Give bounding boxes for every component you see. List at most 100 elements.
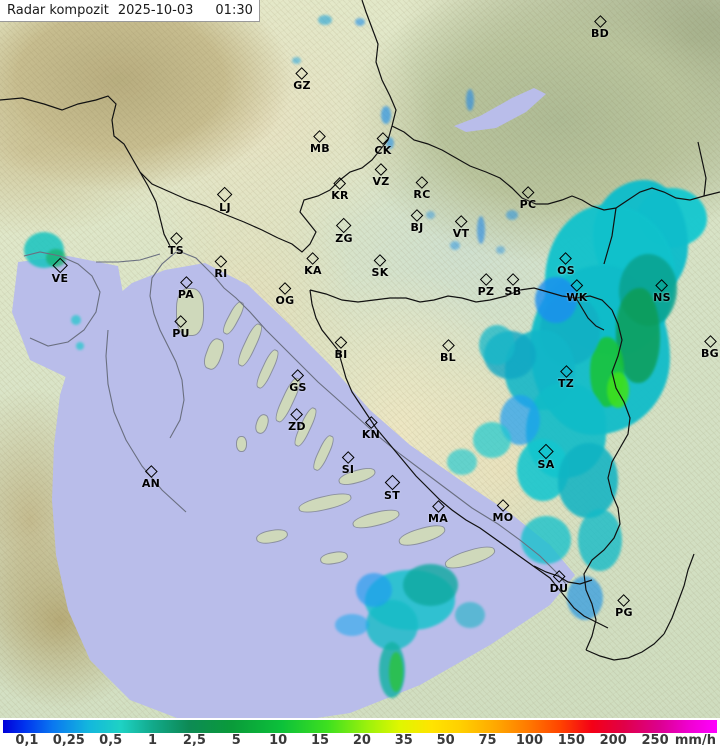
city-label: KR (331, 189, 349, 202)
color-scale-gradient-bar (3, 720, 717, 733)
legend-tick: 75 (478, 733, 497, 748)
diamond-icon (454, 215, 468, 228)
color-scale-legend: 0,1 0,25 0,5 1 2,5 5 10 15 20 35 50 75 100 150 200 250 … (0, 718, 720, 751)
city-marker-pa: PA (177, 276, 195, 301)
city-label: MO (492, 511, 514, 524)
diamond-icon (144, 465, 158, 478)
diamond-icon (479, 273, 493, 286)
precipitation-echo (46, 249, 66, 267)
city-marker-bl: BL (440, 339, 456, 363)
precipitation-echo (495, 246, 505, 254)
city-marker-rc: RC (413, 176, 430, 200)
city-label: SI (341, 463, 355, 476)
legend-tick: 10 (269, 733, 288, 748)
city-label: MA (427, 512, 449, 525)
legend-tick: 20 (352, 733, 371, 748)
diamond-icon (278, 282, 292, 295)
city-label: PU (172, 327, 190, 340)
diamond-icon (441, 339, 455, 352)
city-marker-ri: RI (214, 255, 228, 279)
city-label: LJ (219, 201, 231, 214)
diamond-icon (376, 132, 390, 145)
diamond-icon (290, 408, 304, 421)
city-labels-layer: BD GZ MB CK VZ RC PC LJ KR BJ VT ZG TS OS SK KA RI VE PZ SB… (52, 15, 719, 618)
city-marker-kr: KR (331, 177, 349, 202)
city-marker-kn: KN (362, 416, 380, 440)
diamond-icon (552, 570, 566, 583)
legend-tick: 50 (436, 733, 455, 748)
legend-tick: 35 (394, 733, 413, 748)
city-marker-wk: WK (566, 279, 588, 304)
island (176, 288, 204, 336)
city-label: OS (557, 264, 575, 277)
city-label: BD (590, 27, 610, 40)
island (236, 436, 247, 452)
venice-lagoon (12, 256, 126, 378)
diamond-icon (415, 176, 429, 189)
radar-map[interactable]: BD GZ MB CK VZ RC PC LJ KR BJ VT ZG TS OS SK KA RI VE PZ SB… (0, 0, 720, 718)
city-marker-vt: VT (453, 215, 470, 239)
city-marker-og: OG (275, 282, 295, 307)
city-label: TZ (557, 377, 575, 390)
diamond-icon (214, 255, 228, 268)
city-marker-si: SI (341, 451, 355, 476)
city-marker-bj: BJ (410, 209, 424, 233)
title-date: 2025-10-03 (117, 3, 194, 18)
legend-tick: 15 (311, 733, 330, 748)
legend-tick: 150 (557, 733, 585, 748)
legend-tick: 250 (641, 733, 669, 748)
city-marker-sa: SA (537, 443, 554, 470)
city-label: PC (519, 198, 537, 211)
city-marker-bg: BG (701, 335, 719, 359)
precipitation-echo (76, 342, 84, 350)
city-label: DU (549, 582, 569, 595)
precipitation-echo (366, 600, 418, 650)
city-marker-du: DU (549, 570, 569, 595)
diamond-icon (341, 451, 355, 464)
city-marker-lj: LJ (217, 186, 233, 214)
city-label: PA (177, 288, 195, 301)
precipitation-echo (71, 315, 81, 325)
map-title-bar: Radar kompozit 2025-10-03 01:30 (0, 0, 260, 22)
diamond-icon (174, 315, 188, 328)
city-marker-pg: PG (615, 594, 633, 618)
city-label: BI (334, 348, 348, 361)
legend-tick: 5 (231, 733, 241, 748)
city-label: WK (566, 291, 588, 304)
diamond-icon (169, 232, 183, 245)
city-marker-ve: VE (52, 257, 69, 284)
diamond-icon (538, 443, 554, 460)
diamond-icon (559, 365, 573, 378)
diamond-icon (52, 257, 68, 274)
city-label: AN (141, 477, 161, 490)
precipitation-echo (389, 652, 403, 692)
city-marker-pu: PU (172, 315, 190, 340)
city-marker-mb: MB (310, 130, 330, 155)
city-marker-pc: PC (519, 186, 537, 211)
city-label: CK (374, 144, 392, 157)
city-label: KA (304, 264, 322, 277)
diamond-icon (496, 499, 510, 512)
city-marker-ka: KA (304, 252, 322, 277)
city-label: ZG (335, 232, 353, 245)
precipitation-echo (335, 614, 369, 636)
city-label: GZ (293, 79, 311, 92)
diamond-icon (431, 500, 445, 513)
diamond-icon (306, 252, 320, 265)
diamond-icon (336, 217, 352, 234)
diamond-icon (291, 369, 305, 382)
legend-unit-label: mm/h (674, 733, 716, 748)
city-label: TS (167, 244, 185, 257)
city-marker-an: AN (141, 465, 161, 490)
diamond-icon (334, 336, 348, 349)
city-marker-mo: MO (492, 499, 514, 524)
city-label: OG (275, 294, 295, 307)
city-marker-gs: GS (289, 369, 307, 393)
color-scale-tick-labels: 0,1 0,25 0,5 1 2,5 5 10 15 20 35 50 75 100 150 200 250 (0, 733, 720, 751)
legend-tick: 0,1 (15, 733, 39, 748)
diamond-icon (217, 186, 233, 203)
city-label: MB (310, 142, 330, 155)
diamond-icon (333, 177, 347, 190)
city-marker-ts: TS (167, 232, 185, 257)
